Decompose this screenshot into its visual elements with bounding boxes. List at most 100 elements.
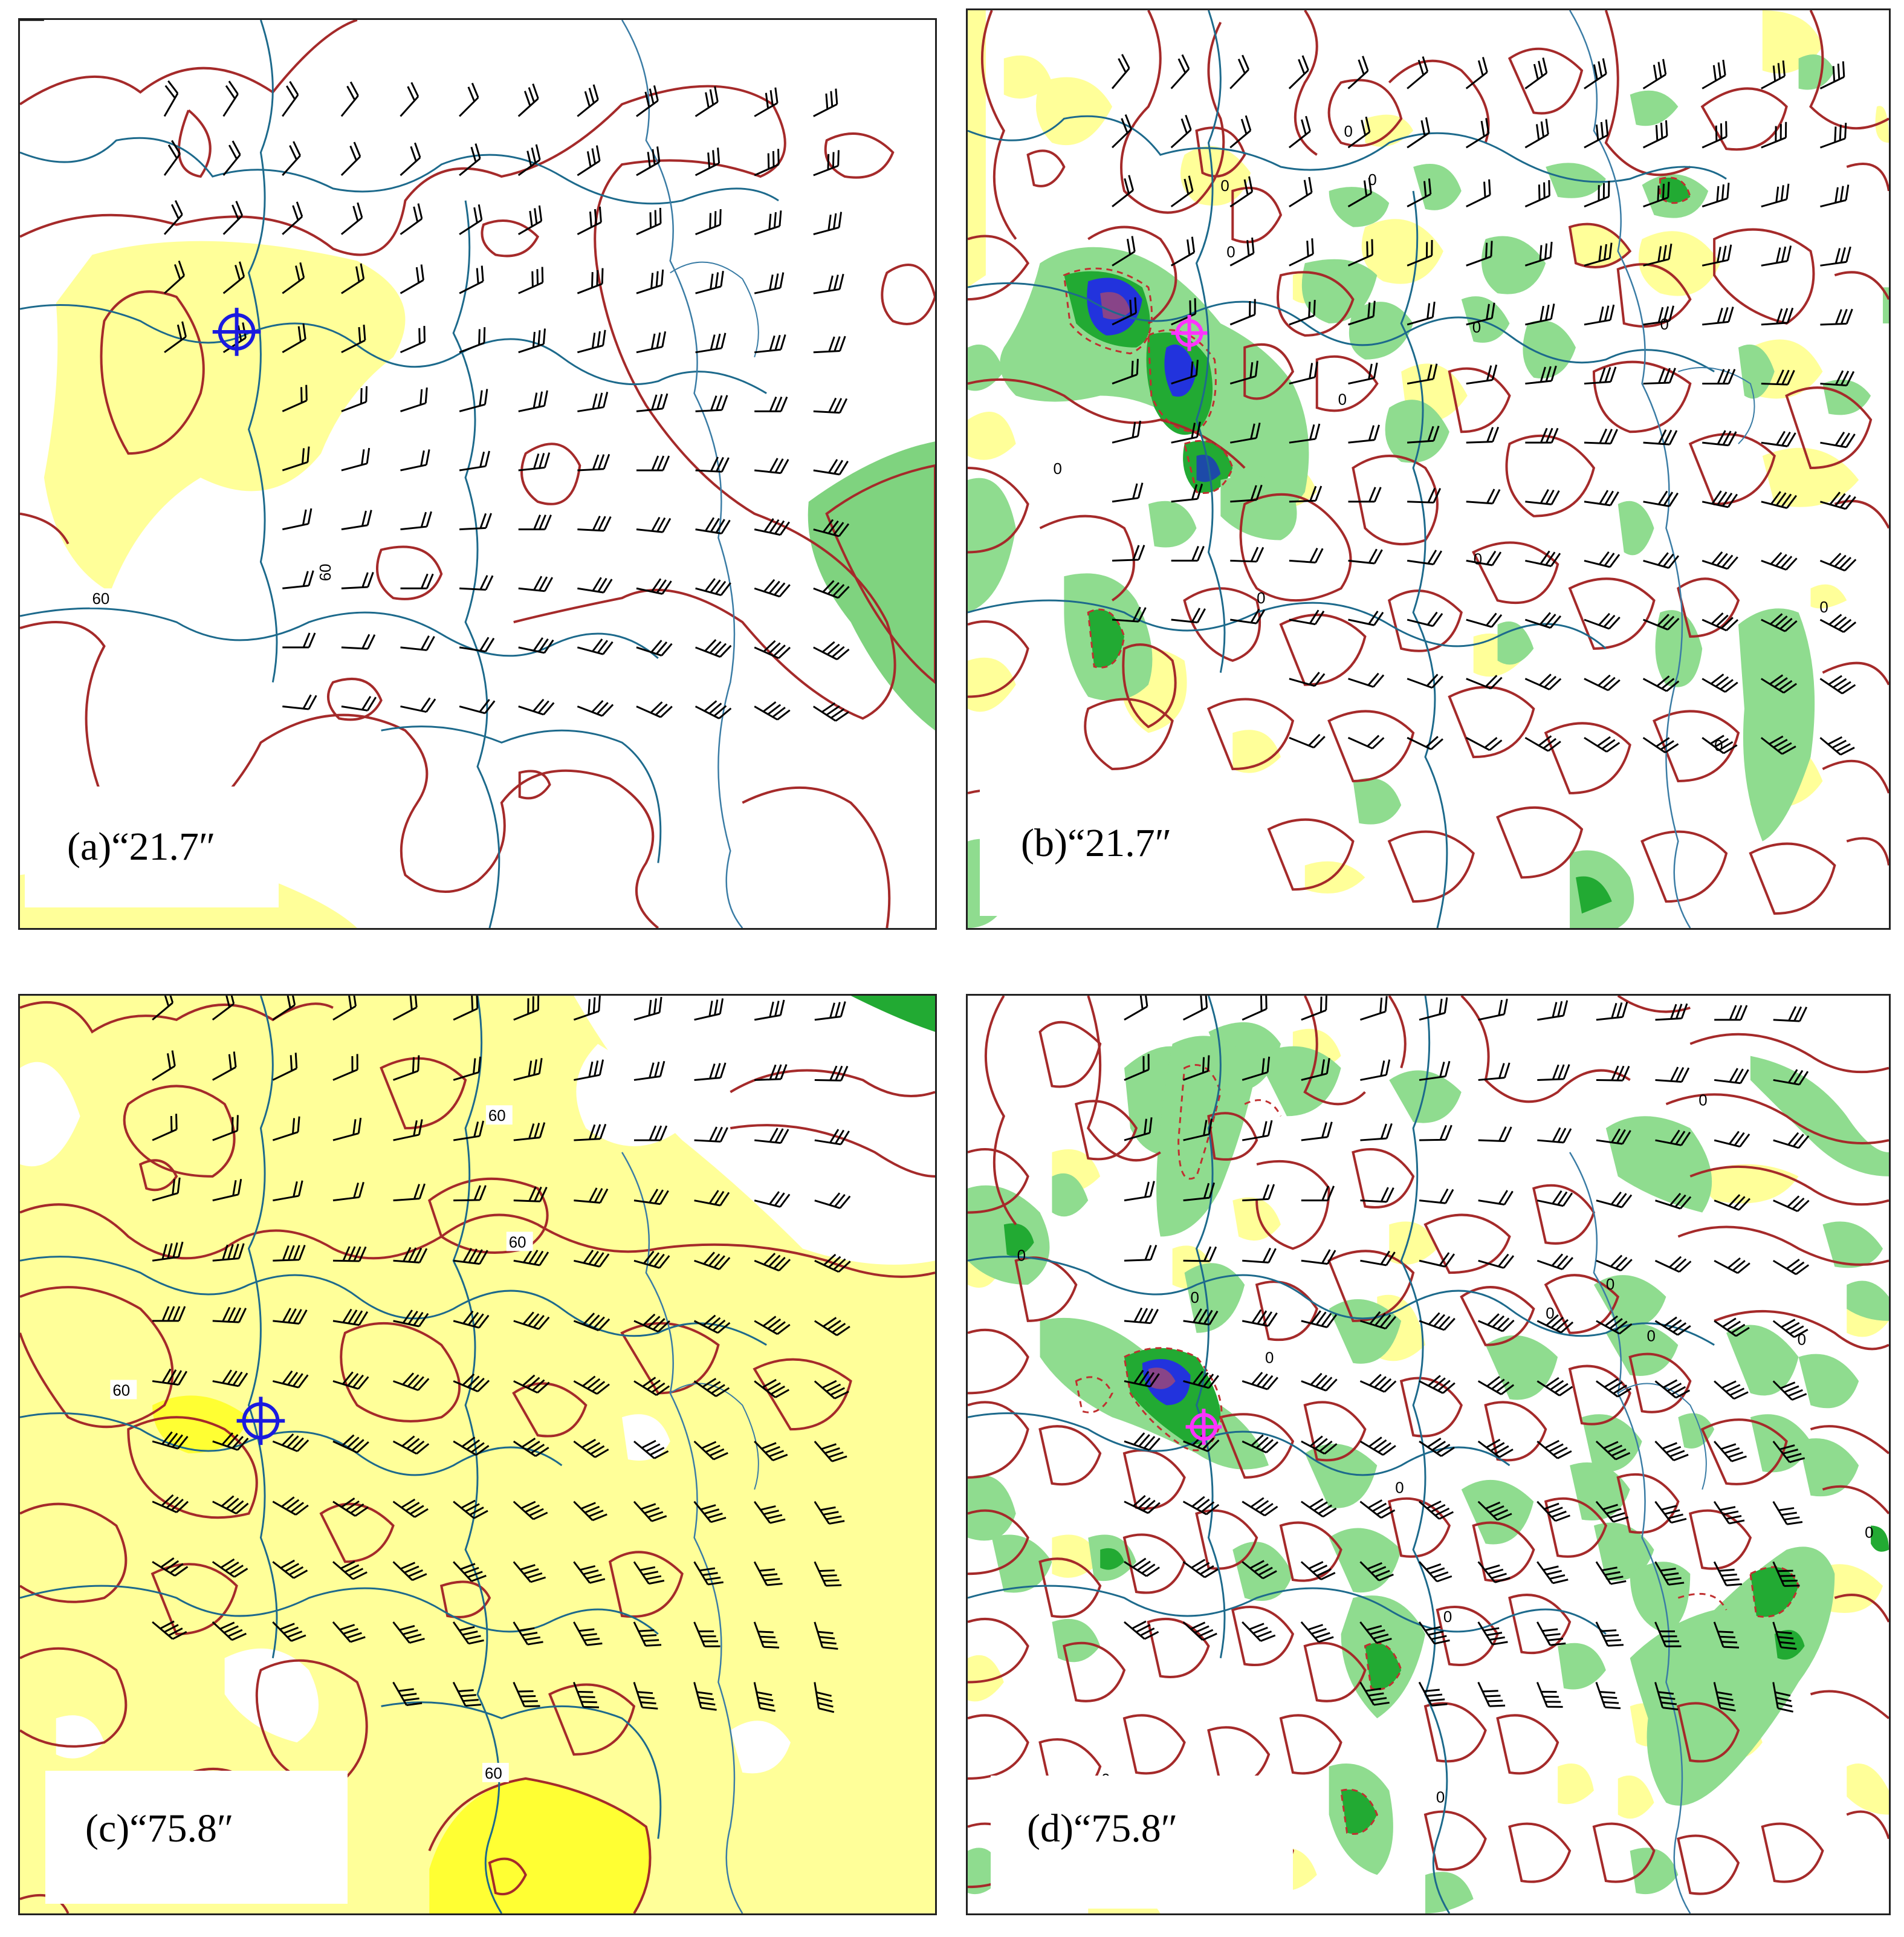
wind-barb xyxy=(518,514,552,531)
wind-barb xyxy=(1772,1621,1797,1650)
panel-b: 0 0 0 0 0 0 0 0 0 0 0 0 (b)“21.7″ xyxy=(966,8,1891,930)
wind-barb xyxy=(1772,1380,1807,1401)
wind-barb xyxy=(341,263,365,294)
panel-c: 60 60 60 60 60 (c)“75.8″ xyxy=(18,994,937,1915)
wind-barb xyxy=(1347,735,1385,750)
wind-barb xyxy=(392,1681,423,1706)
wind-barb xyxy=(282,201,303,235)
wind-barb xyxy=(1584,612,1621,630)
wind-barb xyxy=(400,635,435,651)
wind-barb xyxy=(754,1253,791,1272)
wind-barb xyxy=(1230,608,1266,625)
wind-barb xyxy=(459,637,495,653)
wind-barb xyxy=(1643,368,1676,385)
wind-barb xyxy=(1773,1006,1808,1022)
wind-barb xyxy=(1702,244,1732,267)
wind-barb xyxy=(212,1369,248,1387)
wind-barb xyxy=(1300,1561,1336,1580)
wind-barb xyxy=(341,447,371,472)
wind-barb xyxy=(1229,237,1255,267)
wind-barb xyxy=(282,632,316,649)
wind-barb xyxy=(1477,1438,1514,1458)
wind-barb xyxy=(1524,612,1562,629)
wind-barb xyxy=(1242,1120,1273,1141)
wind-barb xyxy=(332,996,357,1021)
wind-barb xyxy=(513,1681,540,1708)
contour-label: 0 xyxy=(1226,244,1235,261)
wind-barb xyxy=(1407,178,1432,208)
wind-barb xyxy=(222,201,244,235)
wind-barb xyxy=(393,1055,420,1081)
contour-label: 0 xyxy=(1220,178,1229,195)
wind-barb xyxy=(1348,487,1382,503)
contour-label: 60 xyxy=(317,564,334,582)
wind-barb xyxy=(1419,997,1448,1021)
wind-barb xyxy=(453,1499,488,1519)
wind-barb xyxy=(1643,552,1680,569)
wind-barb xyxy=(1820,184,1850,208)
contour-label: 0 xyxy=(1053,461,1061,478)
wind-barb xyxy=(577,699,614,717)
wind-barb xyxy=(1242,1434,1279,1453)
wind-barb xyxy=(1714,1380,1749,1400)
wind-barb xyxy=(1761,183,1790,208)
wind-barb xyxy=(813,580,850,599)
contour-label: 0 xyxy=(1798,1332,1806,1349)
wind-barb xyxy=(1171,298,1197,326)
wind-barb xyxy=(813,459,849,476)
wind-barb xyxy=(1820,492,1856,510)
wind-barb xyxy=(1584,490,1619,507)
wind-barb xyxy=(400,82,419,117)
wind-barb xyxy=(573,1375,610,1395)
wind-barb xyxy=(754,1441,788,1462)
wind-barb xyxy=(1348,548,1383,565)
wind-barb xyxy=(1124,1557,1160,1577)
wind-barb xyxy=(1772,1501,1803,1525)
wind-barb xyxy=(1359,1681,1390,1706)
wind-barb xyxy=(392,1561,427,1582)
barb-grid-b xyxy=(1111,54,1857,756)
contour-label: 0 xyxy=(1338,391,1347,408)
boundaries-d xyxy=(968,996,1715,1913)
wind-barb xyxy=(694,998,724,1021)
wind-barb xyxy=(1359,1621,1392,1644)
wind-barb xyxy=(212,1179,242,1202)
wind-barb xyxy=(633,1250,670,1269)
wind-barb xyxy=(152,1114,178,1141)
wind-barb xyxy=(513,1621,543,1646)
wind-barb xyxy=(1772,1441,1805,1464)
wind-barb xyxy=(636,269,664,294)
contour-label: 60 xyxy=(92,591,110,608)
wind-barb xyxy=(1714,1068,1749,1085)
wind-barb xyxy=(1419,1252,1456,1268)
wind-barb xyxy=(577,453,610,472)
wind-barb xyxy=(1595,1440,1631,1461)
wind-barb xyxy=(459,82,479,117)
contour-label: 60 xyxy=(488,1108,506,1124)
wind-barb xyxy=(1537,1127,1572,1144)
wind-barb xyxy=(1183,1371,1219,1389)
wind-barb xyxy=(272,1559,308,1579)
wind-barb xyxy=(393,1372,430,1391)
panel-a: 60 60 (a)“21.7″ xyxy=(18,18,937,930)
wind-barb xyxy=(518,576,554,592)
wind-barb xyxy=(332,1054,358,1081)
wind-barb xyxy=(1466,241,1493,267)
wind-barb xyxy=(392,1621,425,1644)
wind-barb xyxy=(1288,55,1309,89)
wind-barb xyxy=(1112,236,1136,267)
wind-barb xyxy=(1183,1308,1219,1326)
wind-barb xyxy=(1584,304,1615,326)
wind-barb xyxy=(1525,365,1557,385)
barb-grid-d xyxy=(1124,996,1810,1713)
wind-barb xyxy=(1584,736,1621,753)
wind-barb xyxy=(1124,1494,1161,1514)
contour-label: 0 xyxy=(1819,599,1828,616)
contour-label: 0 xyxy=(1368,172,1376,189)
wind-barb xyxy=(272,1053,298,1081)
wind-barb xyxy=(814,1682,835,1713)
wind-barb xyxy=(1124,1054,1150,1081)
wind-barb xyxy=(1819,736,1855,756)
wind-barb xyxy=(1230,547,1264,563)
wind-barb xyxy=(1773,1132,1810,1149)
